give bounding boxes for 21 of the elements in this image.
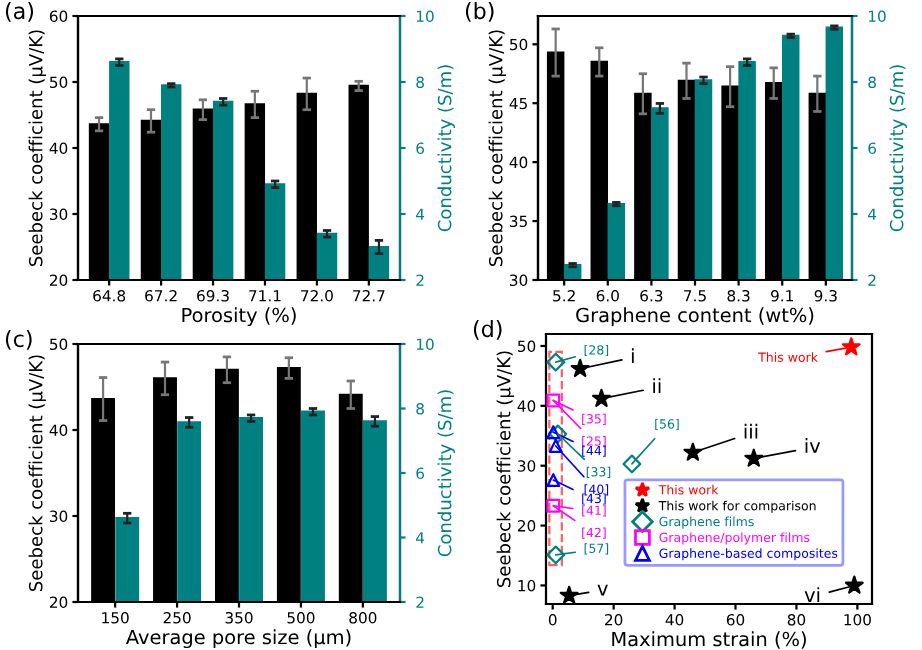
annotation: ii xyxy=(653,378,661,393)
annotation: iv xyxy=(805,438,821,453)
y2-axis-title: Conductivity (S/m) xyxy=(889,65,907,232)
y2-axis-title: Conductivity (S/m) xyxy=(437,390,455,557)
y2-axis-title: Conductivity (S/m) xyxy=(437,65,455,232)
x-axis-title: Graphene content (wt%) xyxy=(576,307,814,327)
y-axis-title: Seebeck coefficient (μV/K) xyxy=(28,355,47,591)
chart-title: (b) xyxy=(465,2,494,22)
x-axis-title: Average pore size (μm) xyxy=(125,629,351,649)
chart-title: (d) xyxy=(473,320,502,340)
y-axis-title: Seebeck coefficient (μV/K) xyxy=(488,30,507,266)
annotation: v xyxy=(597,584,608,596)
y-axis-title: Seebeck coefficient (μV/K) xyxy=(496,351,515,587)
y-axis-title: Seebeck coefficient (μV/K) xyxy=(28,30,47,266)
annotation: iii xyxy=(744,423,758,439)
x-axis-title: Maximum strain (%) xyxy=(612,631,806,649)
annotation: vi xyxy=(804,587,820,602)
annotation: i xyxy=(631,348,634,363)
chart-title: (c) xyxy=(5,330,32,350)
chart-title: (a) xyxy=(5,2,34,22)
x-axis-title: Porosity (%) xyxy=(182,307,296,327)
